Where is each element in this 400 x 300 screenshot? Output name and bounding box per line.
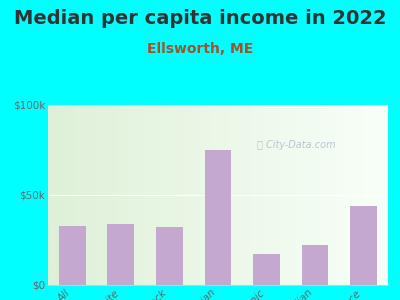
Bar — [302, 245, 328, 285]
Text: Ellsworth, ME: Ellsworth, ME — [147, 42, 253, 56]
Bar — [156, 227, 183, 285]
Text: Median per capita income in 2022: Median per capita income in 2022 — [14, 9, 386, 28]
Bar — [59, 226, 86, 285]
Bar — [253, 254, 280, 285]
Text: Ⓜ City-Data.com: Ⓜ City-Data.com — [257, 140, 336, 150]
Bar — [108, 224, 134, 285]
Bar — [205, 150, 231, 285]
Bar — [350, 206, 377, 285]
